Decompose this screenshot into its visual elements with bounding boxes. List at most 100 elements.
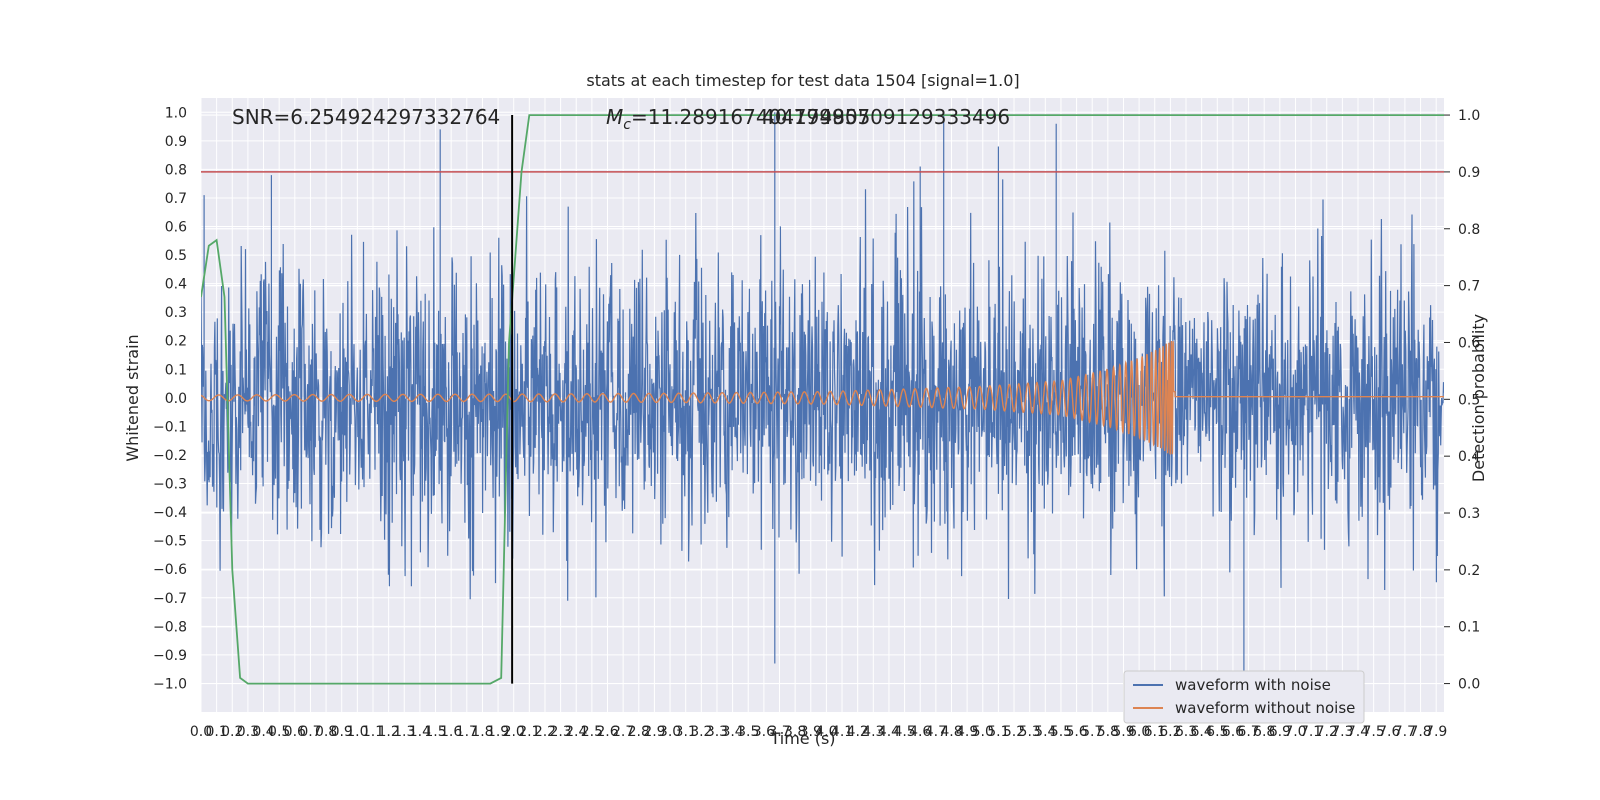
x-tick-label: 0.5 <box>268 724 290 740</box>
chart-title: stats at each timestep for test data 150… <box>586 71 1019 90</box>
y2-tick-label: 0.1 <box>1458 620 1480 636</box>
x-tick-label: 6.0 <box>1128 724 1150 740</box>
y-tick-label: 0.7 <box>165 191 187 207</box>
x-tick-label: 2.4 <box>565 724 587 740</box>
y2-tick-label: 0.9 <box>1458 165 1480 181</box>
y-tick-label: −0.7 <box>153 591 187 607</box>
x-tick-label: 4.9 <box>956 724 978 740</box>
x-tick-label: 2.2 <box>534 724 556 740</box>
x-tick-label: 4.7 <box>925 724 947 740</box>
x-tick-label: 5.6 <box>1065 724 1087 740</box>
x-tick-label: 3.1 <box>675 724 697 740</box>
x-tick-label: 1.6 <box>440 724 462 740</box>
x-tick-label: 2.1 <box>518 724 540 740</box>
x-tick-label: 1.9 <box>487 724 509 740</box>
mc-annotation-overlap: 40.79995709129333496 <box>762 105 1010 129</box>
y-tick-label: 0.3 <box>165 305 187 321</box>
x-tick-label: 5.7 <box>1081 724 1103 740</box>
y-tick-label: −0.5 <box>153 534 187 550</box>
y-tick-label: 0.4 <box>165 277 187 293</box>
x-tick-label: 5.2 <box>1003 724 1025 740</box>
x-tick-label: 5.1 <box>987 724 1009 740</box>
y2-tick-label: 0.8 <box>1458 222 1480 238</box>
y-tick-label: 0.8 <box>165 162 187 178</box>
legend: waveform with noise waveform without noi… <box>1123 670 1365 724</box>
y-axis-label: Whitened strain <box>123 334 142 461</box>
x-tick-label: 5.0 <box>972 724 994 740</box>
x-tick-label: 3.9 <box>800 724 822 740</box>
y-tick-label: 0.0 <box>165 391 187 407</box>
waveform-with-noise-line <box>201 112 1444 678</box>
x-tick-label: 5.3 <box>1019 724 1041 740</box>
snr-annotation: SNR=6.254924297332764 <box>232 105 500 129</box>
x-tick-label: 7.1 <box>1300 724 1322 740</box>
x-tick-label: 0.4 <box>252 724 274 740</box>
x-tick-label: 3.3 <box>706 724 728 740</box>
x-tick-label: 2.8 <box>628 724 650 740</box>
y2-tick-label: 0.3 <box>1458 506 1480 522</box>
legend-box <box>1123 670 1365 724</box>
x-tick-label: 1.8 <box>471 724 493 740</box>
x-tick-label: 6.8 <box>1253 724 1275 740</box>
x-tick-label: 1.2 <box>377 724 399 740</box>
y-tick-label: −0.1 <box>153 419 187 435</box>
y-tick-label: −0.4 <box>153 505 187 521</box>
x-tick-label: 0.2 <box>221 724 243 740</box>
y-tick-label: 1.0 <box>165 105 187 121</box>
y-tick-label: 0.2 <box>165 334 187 350</box>
x-tick-label: 7.0 <box>1284 724 1306 740</box>
x-tick-label: 7.2 <box>1316 724 1338 740</box>
x-tick-label: 5.4 <box>1034 724 1056 740</box>
y2-tick-label: 0.7 <box>1458 279 1480 295</box>
x-tick-label: 1.0 <box>346 724 368 740</box>
x-tick-label: 2.5 <box>581 724 603 740</box>
x-tick-label: 3.7 <box>768 724 790 740</box>
x-tick-label: 4.0 <box>815 724 837 740</box>
y2-tick-label: 0.5 <box>1458 392 1480 408</box>
x-tick-label: 2.3 <box>549 724 571 740</box>
series-waveform-without-noise <box>201 340 1444 455</box>
x-tick-label: 6.2 <box>1159 724 1181 740</box>
x-tick-label: 4.5 <box>893 724 915 740</box>
x-tick-label: 2.7 <box>612 724 634 740</box>
x-tick-label: 2.0 <box>503 724 525 740</box>
x-tick-label: 6.6 <box>1222 724 1244 740</box>
x-tick-label: 2.6 <box>596 724 618 740</box>
y-tick-label: 0.5 <box>165 248 187 264</box>
x-tick-label: 7.7 <box>1394 724 1416 740</box>
x-tick-label: 4.2 <box>847 724 869 740</box>
y-axis-ticks: −1.0 −0.9 −0.8 −0.7 −0.6 −0.5 −0.4 −0.3 −0.2 −0.1… <box>153 105 187 692</box>
x-tick-label: 0.9 <box>331 724 353 740</box>
y-tick-label: −0.8 <box>153 619 187 635</box>
y-tick-label: −0.6 <box>153 562 187 578</box>
x-tick-label: 6.3 <box>1175 724 1197 740</box>
x-tick-label: 7.8 <box>1409 724 1431 740</box>
x-tick-label: 6.4 <box>1191 724 1213 740</box>
x-tick-label: 0.7 <box>299 724 321 740</box>
y2-axis-ticks: 0.0 0.1 0.2 0.3 0.4 0.5 0.6 0.7 0.8 0.9 1.0 <box>1444 108 1480 693</box>
x-tick-label: 4.4 <box>878 724 900 740</box>
x-tick-label: 5.5 <box>1050 724 1072 740</box>
x-tick-label: 1.5 <box>424 724 446 740</box>
y-tick-label: −0.3 <box>153 477 187 493</box>
x-tick-label: 7.5 <box>1363 724 1385 740</box>
y-tick-label: 0.1 <box>165 362 187 378</box>
legend-label-clean: waveform without noise <box>1175 699 1355 717</box>
y2-tick-label: 0.0 <box>1458 677 1480 693</box>
x-tick-label: 3.4 <box>721 724 743 740</box>
x-tick-label: 3.2 <box>690 724 712 740</box>
x-tick-label: 3.0 <box>659 724 681 740</box>
x-tick-label: 3.6 <box>753 724 775 740</box>
x-tick-label: 3.8 <box>784 724 806 740</box>
legend-label-noise: waveform with noise <box>1175 676 1331 694</box>
x-tick-label: 3.5 <box>737 724 759 740</box>
x-axis-label: Time (s) <box>769 729 835 748</box>
x-tick-label: 0.1 <box>206 724 228 740</box>
x-tick-label: 6.1 <box>1144 724 1166 740</box>
x-tick-label: 6.7 <box>1237 724 1259 740</box>
x-tick-label: 4.1 <box>831 724 853 740</box>
x-tick-label: 4.6 <box>909 724 931 740</box>
detection-probability-line <box>201 114 1444 685</box>
x-tick-label: 4.8 <box>940 724 962 740</box>
